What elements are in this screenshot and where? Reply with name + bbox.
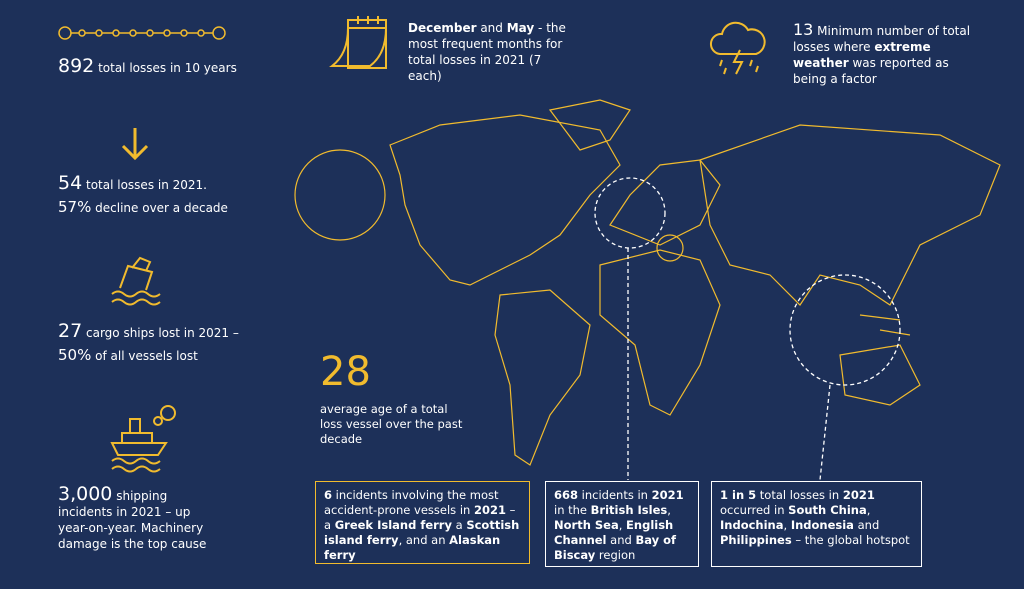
stat-number: 13 (793, 20, 814, 39)
bold-text: 668 (554, 488, 579, 502)
text: – a (324, 503, 516, 532)
south-america (494, 289, 591, 466)
bold-text: May (506, 21, 535, 35)
bold-text: December (408, 21, 477, 35)
stat-text: cargo ships lost in 2021 – (82, 326, 239, 340)
text: in the (554, 503, 591, 517)
ferry-box: 6 incidents involving the most accident-… (315, 481, 530, 564)
bold-text: Indochina (720, 518, 784, 532)
stat-text: of all vessels lost (91, 349, 198, 363)
stat-weather: 13 Minimum number of total losses where … (793, 22, 983, 87)
text: occurred in (720, 503, 789, 517)
bold-text: South China (788, 503, 867, 517)
stat-decade: 892 total losses in 10 years (58, 55, 237, 77)
storm-cloud-icon (710, 21, 766, 75)
text: region (595, 548, 636, 562)
text: and (606, 533, 636, 547)
text: incidents involving the most accident-pr… (324, 488, 499, 517)
stat-pct: 57% (58, 198, 92, 216)
greece-highlight-circle (656, 234, 684, 262)
stat-text: average age of a total loss vessel over … (320, 402, 463, 446)
europe (609, 159, 721, 246)
sinking-ship-icon (111, 256, 161, 306)
stat-text: Minimum number of total losses where ext… (793, 24, 970, 86)
bold-text: Alaskan ferry (324, 533, 501, 562)
arrow-down-icon (121, 128, 149, 161)
british-isles-box: 668 incidents in 2021 in the British Isl… (545, 481, 699, 567)
stat-pct: 50% (58, 346, 92, 364)
text: and (476, 21, 507, 35)
stat-number: 28 (320, 349, 371, 395)
bold-text: 2021 (651, 488, 684, 502)
world-map (294, 99, 1001, 481)
stat-cargo: 27 cargo ships lost in 2021 – 50% of all… (58, 320, 239, 367)
stat-text: total losses in 10 years (94, 61, 237, 75)
stat-incidents: 3,000 shipping incidents in 2021 – up ye… (58, 483, 218, 552)
bold-text: Philippines (720, 533, 792, 547)
ship-icon (110, 405, 176, 473)
text: total losses in (756, 488, 843, 502)
text: was reported as being a factor (793, 56, 949, 86)
stat-number: 54 (58, 172, 83, 194)
stat-number: 27 (58, 320, 83, 342)
bold-text: British Isles (590, 503, 668, 517)
bold-text: Bay of Biscay (554, 533, 677, 562)
bold-text: extreme weather (793, 40, 931, 70)
stat-months: December and May - the most frequent mon… (408, 20, 578, 84)
alaska-highlight-circle (294, 149, 386, 241)
bold-text: English Channel (554, 518, 674, 547)
greenland (548, 99, 631, 151)
bold-text: 1 in 5 (720, 488, 757, 502)
australia (839, 344, 921, 406)
text: – the global hotspot (791, 533, 910, 547)
bold-text: 6 (324, 488, 333, 502)
stat-number: 892 (58, 55, 95, 77)
bold-text: North Sea (554, 518, 619, 532)
stat-number: 3,000 (58, 483, 113, 505)
text: , (667, 503, 671, 517)
text: , (618, 518, 627, 532)
north-america (389, 114, 621, 286)
south-china-highlight-circle (789, 274, 901, 386)
stat-text: decline over a decade (91, 201, 228, 215)
bold-text: 2021 (473, 503, 506, 517)
text: , and an (398, 533, 450, 547)
text: a (451, 518, 467, 532)
south-china-box: 1 in 5 total losses in 2021 occurred in … (711, 481, 922, 567)
stat-age: 28 average age of a total loss vessel ov… (320, 350, 470, 447)
stat-text: shipping incidents in 2021 – up year-on-… (58, 489, 207, 551)
calendar-icon (329, 16, 387, 69)
stat-2021: 54 total losses in 2021. 57% decline ove… (58, 172, 228, 219)
british-isles-highlight-circle (594, 177, 666, 249)
bold-text: Indonesia (790, 518, 854, 532)
timeline-icon (58, 26, 226, 40)
text: incidents in (578, 488, 652, 502)
text: - the most frequent months for total los… (408, 21, 566, 83)
bold-text: Greek Island ferry (334, 518, 452, 532)
text: , (866, 503, 871, 517)
text: Minimum number of total losses where (793, 24, 971, 54)
text: and (853, 518, 880, 532)
africa (599, 249, 721, 416)
bold-text: 2021 (842, 488, 875, 502)
text: , (783, 518, 791, 532)
bold-text: Scottish island ferry (324, 518, 520, 547)
asia (699, 124, 1001, 306)
stat-text: total losses in 2021. (82, 178, 207, 192)
